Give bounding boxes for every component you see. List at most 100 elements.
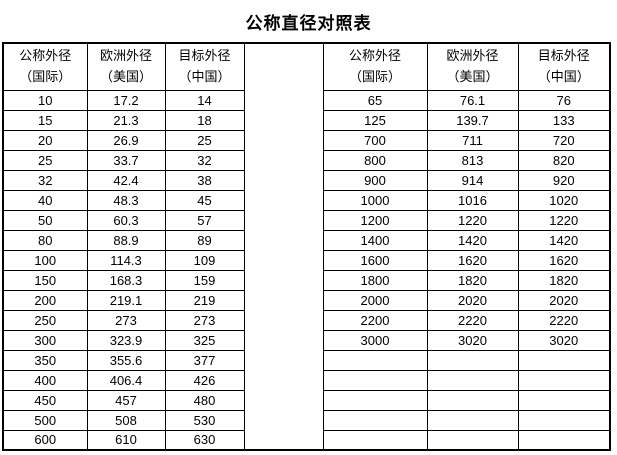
header-target-od-left: 目标外径 （中国） bbox=[164, 42, 245, 91]
table-body: 公称外径 （国际） 欧洲外径 （美国） 目标外径 （中国） 公称外径 （国际） bbox=[2, 42, 611, 451]
table-cell: 800 bbox=[322, 149, 428, 171]
table-cell: 20 bbox=[2, 129, 88, 151]
table-cell: 48.3 bbox=[86, 189, 166, 211]
table-cell: 219 bbox=[164, 289, 245, 311]
table-cell: 300 bbox=[2, 329, 88, 351]
table-cell: 450 bbox=[2, 389, 88, 411]
table-row: 20 26.9 25 700 711 720 bbox=[2, 129, 611, 151]
table-cell: 508 bbox=[86, 409, 166, 431]
table-cell: 21.3 bbox=[86, 109, 166, 131]
table-row: 10 17.2 14 65 76.1 76 bbox=[2, 89, 611, 111]
table-cell: 25 bbox=[164, 129, 245, 151]
table-cell: 168.3 bbox=[86, 269, 166, 291]
table-cell: 57 bbox=[164, 209, 245, 231]
table-cell: 325 bbox=[164, 329, 245, 351]
header-line: 公称外径 bbox=[348, 47, 401, 63]
table-cell: 15 bbox=[2, 109, 88, 131]
table-row: 25 33.7 32 800 813 820 bbox=[2, 149, 611, 171]
table-cell: 60.3 bbox=[86, 209, 166, 231]
header-nominal-od-left: 公称外径 （国际） bbox=[2, 42, 88, 91]
table-cell: 1420 bbox=[426, 229, 519, 251]
table-cell: 1620 bbox=[426, 249, 519, 271]
header-line: 欧洲外径 bbox=[99, 47, 152, 63]
table-row: 80 88.9 89 1400 1420 1420 bbox=[2, 229, 611, 251]
table-cell: 630 bbox=[164, 429, 245, 451]
table-cell bbox=[322, 349, 428, 371]
header-line: 目标外径 bbox=[537, 47, 590, 63]
table-cell: 109 bbox=[164, 249, 245, 271]
table-cell bbox=[426, 429, 519, 451]
header-line: （国际） bbox=[348, 68, 401, 84]
table-cell: 700 bbox=[322, 129, 428, 151]
table-cell: 125 bbox=[322, 109, 428, 131]
page-title: 公称直径对照表 bbox=[245, 14, 372, 33]
table-cell: 273 bbox=[86, 309, 166, 331]
table-cell: 500 bbox=[2, 409, 88, 431]
table-cell: 65 bbox=[322, 89, 428, 111]
header-line: （美国） bbox=[99, 68, 152, 84]
table-cell: 3000 bbox=[322, 329, 428, 351]
table-cell: 100 bbox=[2, 249, 88, 271]
table-cell: 150 bbox=[2, 269, 88, 291]
table-cell: 2000 bbox=[322, 289, 428, 311]
table-cell: 1820 bbox=[517, 269, 611, 291]
table-cell: 25 bbox=[2, 149, 88, 171]
table-cell: 1220 bbox=[426, 209, 519, 231]
table-cell bbox=[322, 389, 428, 411]
header-line: （中国） bbox=[537, 68, 590, 84]
table-cell: 610 bbox=[86, 429, 166, 451]
header-european-od-left: 欧洲外径 （美国） bbox=[86, 42, 166, 91]
table-cell: 1016 bbox=[426, 189, 519, 211]
table-cell: 45 bbox=[164, 189, 245, 211]
table-cell: 530 bbox=[164, 409, 245, 431]
header-target-od-right: 目标外径 （中国） bbox=[517, 42, 611, 91]
table-cell bbox=[517, 389, 611, 411]
table-cell: 2220 bbox=[426, 309, 519, 331]
table-cell bbox=[426, 349, 519, 371]
table-cell bbox=[322, 409, 428, 431]
table-cell bbox=[517, 409, 611, 431]
table-row: 100 114.3 109 1600 1620 1620 bbox=[2, 249, 611, 271]
table-row: 600 610 630 bbox=[2, 429, 611, 451]
table-cell: 273 bbox=[164, 309, 245, 331]
table-cell bbox=[426, 389, 519, 411]
table-cell: 457 bbox=[86, 389, 166, 411]
table-cell: 914 bbox=[426, 169, 519, 191]
table-cell: 32 bbox=[164, 149, 245, 171]
table-cell: 400 bbox=[2, 369, 88, 391]
table-cell: 2020 bbox=[426, 289, 519, 311]
header-line: （中国） bbox=[178, 68, 231, 84]
table-cell: 1020 bbox=[517, 189, 611, 211]
table-cell: 820 bbox=[517, 149, 611, 171]
table-spacer bbox=[243, 42, 324, 451]
table-cell: 1200 bbox=[322, 209, 428, 231]
table-cell: 3020 bbox=[426, 329, 519, 351]
table-cell: 18 bbox=[164, 109, 245, 131]
table-cell: 88.9 bbox=[86, 229, 166, 251]
table-cell: 133 bbox=[517, 109, 611, 131]
header-line: 目标外径 bbox=[178, 47, 231, 63]
table-cell: 1620 bbox=[517, 249, 611, 271]
table-cell: 350 bbox=[2, 349, 88, 371]
table-cell: 2020 bbox=[517, 289, 611, 311]
table-cell: 32 bbox=[2, 169, 88, 191]
header-line: （美国） bbox=[446, 68, 499, 84]
table-cell: 17.2 bbox=[86, 89, 166, 111]
table-cell: 1800 bbox=[322, 269, 428, 291]
table-cell: 114.3 bbox=[86, 249, 166, 271]
table-cell bbox=[322, 369, 428, 391]
table-cell: 720 bbox=[517, 129, 611, 151]
table-cell: 1400 bbox=[322, 229, 428, 251]
table-cell: 33.7 bbox=[86, 149, 166, 171]
table-row: 150 168.3 159 1800 1820 1820 bbox=[2, 269, 611, 291]
table-cell: 323.9 bbox=[86, 329, 166, 351]
table-cell: 26.9 bbox=[86, 129, 166, 151]
header-line: 欧洲外径 bbox=[446, 47, 499, 63]
table-cell: 2200 bbox=[322, 309, 428, 331]
table-cell: 711 bbox=[426, 129, 519, 151]
table-cell: 600 bbox=[2, 429, 88, 451]
table-cell: 250 bbox=[2, 309, 88, 331]
header-line: 公称外径 bbox=[19, 47, 72, 63]
table-cell: 813 bbox=[426, 149, 519, 171]
table-cell: 14 bbox=[164, 89, 245, 111]
